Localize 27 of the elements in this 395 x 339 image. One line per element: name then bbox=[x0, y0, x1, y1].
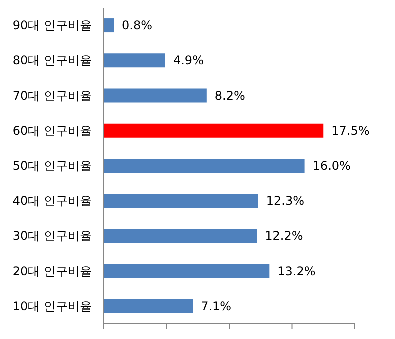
y-tick-label: 10대 인구비율 bbox=[12, 299, 92, 314]
y-tick-label: 50대 인구비율 bbox=[12, 159, 92, 173]
bar bbox=[104, 158, 305, 173]
y-tick-label: 70대 인구비율 bbox=[12, 88, 92, 103]
data-label: 12.3% bbox=[266, 194, 304, 208]
bar bbox=[104, 264, 270, 278]
y-tick-label: 90대 인구비율 bbox=[12, 18, 92, 33]
y-tick-label: 60대 인구비율 bbox=[12, 124, 92, 138]
data-label: 8.2% bbox=[214, 88, 246, 103]
data-label: 7.1% bbox=[201, 299, 232, 314]
data-label: 17.5% bbox=[332, 124, 370, 138]
data-label: 0.8% bbox=[122, 18, 153, 33]
bar bbox=[104, 124, 324, 138]
bar bbox=[104, 88, 207, 103]
bar bbox=[104, 229, 258, 244]
bar bbox=[104, 194, 258, 208]
y-tick-label: 30대 인구비율 bbox=[12, 229, 92, 244]
bar bbox=[104, 18, 114, 33]
y-tick-label: 40대 인구비율 bbox=[12, 194, 92, 208]
data-label: 4.9% bbox=[173, 54, 204, 68]
bar bbox=[104, 54, 166, 68]
data-label: 13.2% bbox=[278, 264, 316, 278]
data-label: 12.2% bbox=[265, 229, 304, 244]
y-tick-label: 20대 인구비율 bbox=[12, 264, 92, 278]
data-label: 16.0% bbox=[312, 158, 351, 173]
bar bbox=[104, 299, 194, 314]
y-tick-label: 80대 인구비율 bbox=[12, 54, 92, 68]
